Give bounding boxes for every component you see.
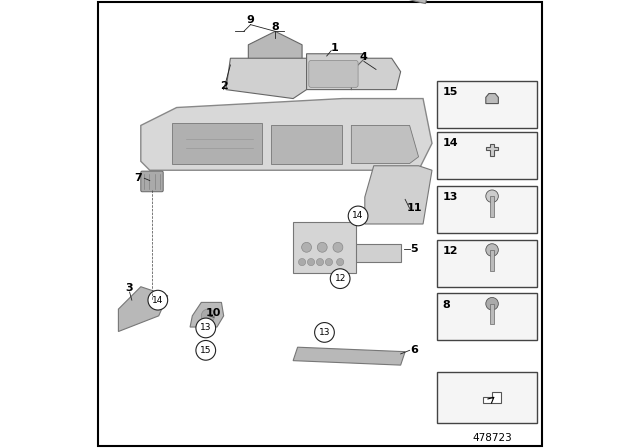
Circle shape: [330, 269, 350, 289]
Polygon shape: [307, 54, 365, 90]
Text: 7: 7: [134, 173, 143, 183]
Circle shape: [486, 244, 499, 256]
FancyBboxPatch shape: [437, 240, 537, 287]
Polygon shape: [141, 99, 432, 170]
Polygon shape: [248, 31, 302, 69]
FancyBboxPatch shape: [437, 372, 537, 423]
Circle shape: [196, 340, 216, 360]
Polygon shape: [365, 166, 432, 224]
FancyBboxPatch shape: [437, 186, 537, 233]
Text: 15: 15: [200, 346, 211, 355]
Circle shape: [298, 258, 306, 266]
Bar: [490, 250, 493, 271]
Circle shape: [307, 258, 315, 266]
Circle shape: [325, 258, 333, 266]
Text: 15: 15: [443, 87, 458, 97]
Text: 9: 9: [246, 15, 255, 25]
Bar: [490, 304, 493, 324]
Text: 12: 12: [335, 274, 346, 283]
Text: 478723: 478723: [472, 433, 512, 443]
FancyBboxPatch shape: [437, 132, 537, 179]
FancyBboxPatch shape: [437, 81, 537, 128]
Polygon shape: [483, 392, 502, 403]
FancyBboxPatch shape: [141, 171, 163, 192]
Text: 8: 8: [271, 22, 279, 32]
Text: 3: 3: [126, 283, 133, 293]
Polygon shape: [351, 58, 401, 90]
Polygon shape: [118, 287, 168, 332]
Polygon shape: [293, 347, 405, 365]
Circle shape: [316, 258, 324, 266]
Polygon shape: [271, 125, 342, 164]
Text: 2: 2: [220, 81, 228, 91]
Circle shape: [315, 323, 334, 342]
Text: 14: 14: [443, 138, 458, 148]
Text: 4: 4: [360, 52, 368, 62]
Circle shape: [333, 242, 343, 252]
Circle shape: [348, 206, 368, 226]
Polygon shape: [486, 145, 498, 155]
Text: 14: 14: [152, 296, 163, 305]
Text: 1: 1: [331, 43, 339, 53]
Text: 11: 11: [406, 203, 422, 213]
Text: 10: 10: [206, 308, 221, 318]
Circle shape: [486, 190, 499, 202]
Text: 12: 12: [443, 246, 458, 256]
Circle shape: [148, 290, 168, 310]
Text: 13: 13: [319, 328, 330, 337]
Polygon shape: [172, 123, 262, 164]
Text: 5: 5: [410, 244, 418, 254]
Circle shape: [317, 242, 327, 252]
Bar: [490, 196, 493, 217]
Polygon shape: [486, 94, 499, 103]
FancyBboxPatch shape: [309, 60, 358, 87]
Polygon shape: [190, 302, 224, 327]
Circle shape: [196, 318, 216, 338]
Polygon shape: [226, 58, 307, 99]
FancyBboxPatch shape: [437, 293, 537, 340]
Text: 13: 13: [443, 192, 458, 202]
Polygon shape: [239, 0, 429, 4]
Polygon shape: [347, 244, 401, 262]
Text: 6: 6: [410, 345, 418, 355]
Circle shape: [301, 242, 312, 252]
Polygon shape: [293, 222, 356, 273]
Text: 13: 13: [200, 323, 211, 332]
Circle shape: [201, 309, 215, 323]
Circle shape: [486, 297, 499, 310]
Circle shape: [337, 258, 344, 266]
Text: 14: 14: [353, 211, 364, 220]
Text: 8: 8: [443, 300, 451, 310]
Polygon shape: [351, 125, 419, 164]
